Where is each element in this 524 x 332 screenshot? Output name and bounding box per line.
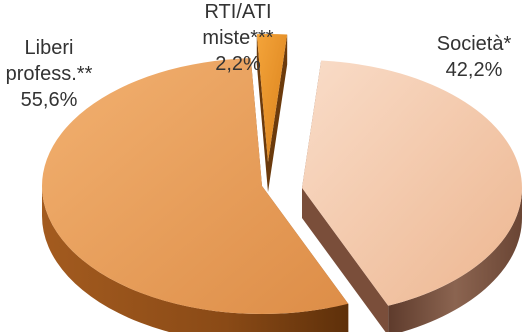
- label-liberi-profess-text: profess.**: [6, 63, 93, 85]
- slices-layer: [41, 33, 522, 332]
- slice-rti-ati-miste-cut-face: [268, 34, 288, 193]
- label-liberi-profess: Liberi profess.** 55,6%: [6, 37, 93, 111]
- slice-rti-ati-miste: [256, 33, 288, 193]
- slice-societa-top: [302, 60, 522, 306]
- label-societa-text: Società*: [437, 33, 512, 55]
- label-rti-ati-miste-text: miste***: [202, 27, 273, 49]
- label-societa-value: 42,2%: [446, 59, 503, 81]
- label-rti-ati-miste-value: 2,2%: [215, 53, 261, 75]
- label-liberi-profess-value: 55,6%: [21, 89, 78, 111]
- labels-layer: Società* 42,2% Liberi profess.** 55,6% RTI/AT…: [6, 1, 512, 111]
- slice-liberi-profess: [41, 58, 349, 332]
- slice-liberi-profess-top: [41, 58, 349, 314]
- label-rti-ati-miste-text: RTI/ATI: [204, 1, 271, 23]
- label-liberi-profess-text: Liberi: [25, 37, 74, 59]
- slice-rti-ati-miste-cut-face: [256, 34, 268, 192]
- label-societa: Società* 42,2%: [437, 33, 512, 81]
- slice-societa: [302, 60, 522, 332]
- slice-societa-cut-face: [302, 188, 389, 332]
- slice-liberi-profess-side: [42, 186, 349, 332]
- slice-societa-side: [388, 188, 522, 332]
- label-rti-ati-miste: RTI/ATI miste*** 2,2%: [202, 1, 273, 75]
- slice-rti-ati-miste-top: [256, 33, 288, 162]
